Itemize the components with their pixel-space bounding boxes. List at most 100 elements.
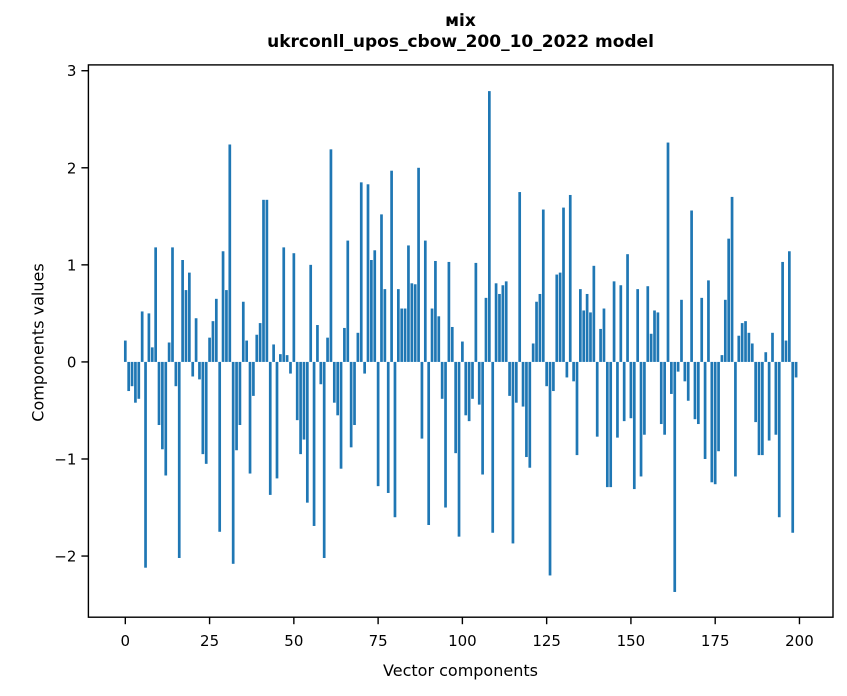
bar [498,293,501,362]
bar [410,283,414,362]
bar [595,361,599,437]
bar [336,361,340,416]
bar [579,289,582,362]
bar [359,182,363,362]
bar [676,361,680,372]
bar [258,323,262,362]
x-tick-label: 25 [200,632,219,650]
bar [376,361,380,487]
bar [356,332,360,362]
bar [673,361,677,592]
bar [366,184,370,362]
bar [403,308,407,362]
bar [427,361,431,525]
bar [740,323,744,362]
bar [154,247,157,362]
bar [727,238,731,362]
bar [302,361,306,440]
bar [457,361,461,537]
bar [191,361,195,377]
bar [127,361,131,392]
bar [767,361,771,441]
bar [494,283,498,362]
bar [568,194,572,362]
bar [305,361,309,503]
bar [643,361,646,435]
bar [339,361,343,469]
bar [407,245,410,362]
y-tick-label: −2 [54,548,76,566]
bar [562,207,565,362]
bar [423,240,427,362]
bar [663,361,666,435]
x-tick-label: 0 [121,632,131,650]
bar [585,293,589,362]
bar [396,289,400,362]
bar [272,344,275,362]
bar [670,361,673,394]
bar [521,361,525,407]
bar [316,325,319,362]
bar [390,170,393,362]
bar [464,361,468,416]
bar [730,196,734,362]
bar [474,262,478,362]
bar [181,260,184,362]
bar [484,297,488,362]
bar [140,311,144,362]
bar [629,361,633,419]
bar [208,337,211,362]
x-tick-label: 175 [701,632,730,650]
bar-series [123,91,798,592]
bar [157,361,161,426]
bar [147,313,151,362]
bar [231,361,235,564]
bar [161,361,164,450]
bar [592,265,596,362]
bar [275,361,279,479]
bar [279,354,282,362]
bar [538,293,542,362]
bar [440,361,444,399]
bar [285,355,289,362]
bar [666,142,670,362]
bar [134,361,137,403]
chart-title-model: ukrconll_upos_cbow_200_10_2022 model [267,32,654,52]
bar [501,285,505,362]
bar [252,361,255,396]
bar [343,327,346,362]
bar [292,253,296,362]
x-tick-label: 150 [617,632,646,650]
y-tick-label: 1 [67,256,77,274]
bar [248,361,252,474]
bar [467,361,471,422]
bar [535,301,538,362]
bar [346,240,350,362]
bar [750,343,754,362]
bar [373,250,377,362]
bar [123,340,127,362]
axes-frame: 0 25 50 75 100 125 150 175 200 3 2 1 0 −1 −2 [54,62,834,650]
bar [771,332,774,362]
y-tick-label: 0 [67,353,77,371]
bar [326,337,329,362]
bar [383,289,387,362]
bar [754,361,757,423]
bar [700,297,704,362]
bar [167,342,171,362]
bar [761,361,764,456]
bar [447,261,451,362]
bar [289,361,292,374]
bar [784,340,788,362]
bar [268,361,272,495]
bar [491,361,495,533]
bar [211,321,215,362]
bar [659,361,663,425]
bar [282,247,286,362]
bar [370,260,373,362]
y-tick-label: 3 [67,62,77,80]
bar [194,318,198,362]
bar [265,199,269,362]
bar [225,290,228,362]
